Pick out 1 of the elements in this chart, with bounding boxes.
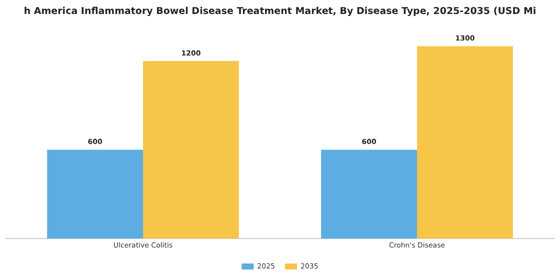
- chart-title: h America Inflammatory Bowel Disease Treatment Market, By Disease Type, 2025-2035 (USD Mi: [24, 6, 536, 18]
